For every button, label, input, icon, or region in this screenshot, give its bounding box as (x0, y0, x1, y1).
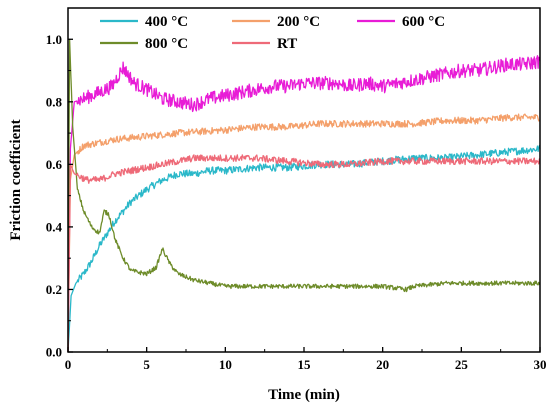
x-tick-label: 10 (219, 357, 232, 372)
series-line-rt (67, 154, 541, 353)
series-line-600c (67, 55, 541, 353)
x-tick-label: 0 (65, 357, 72, 372)
y-tick-label: 0.6 (46, 157, 63, 172)
y-tick-label: 1.0 (46, 32, 62, 47)
y-tick-label: 0.2 (46, 282, 62, 297)
plot-frame (67, 7, 541, 353)
x-tick-label: 15 (298, 357, 312, 372)
legend-label: 400 °C (145, 14, 188, 30)
x-axis-title: Time (min) (268, 387, 340, 403)
series-layer (67, 38, 541, 353)
y-axis-title: Friction coefficient (8, 119, 24, 240)
series-line-200c (67, 113, 541, 353)
legend-label: 800 °C (145, 36, 188, 52)
legend-label: 200 °C (277, 14, 320, 30)
x-tick-label: 25 (455, 357, 469, 372)
y-tick-label: 0.4 (46, 219, 63, 234)
x-tick-label: 5 (143, 357, 150, 372)
y-tick-label: 0.8 (46, 94, 63, 109)
legend-label: 600 °C (402, 14, 445, 30)
x-tick-label: 20 (376, 357, 389, 372)
series-line-800c (67, 38, 541, 353)
legend-label: RT (277, 36, 297, 52)
legend: 400 °C 200 °C 600 °C 800 °C RT (100, 14, 445, 52)
x-tick-label: 30 (534, 357, 547, 372)
axes-layer: 0 5 10 15 20 25 30 0.0 0.2 0.4 0.6 0.8 1.0 Time (min)… (8, 7, 547, 403)
series-line-400c (67, 144, 541, 353)
y-tick-label: 0.0 (46, 345, 62, 360)
